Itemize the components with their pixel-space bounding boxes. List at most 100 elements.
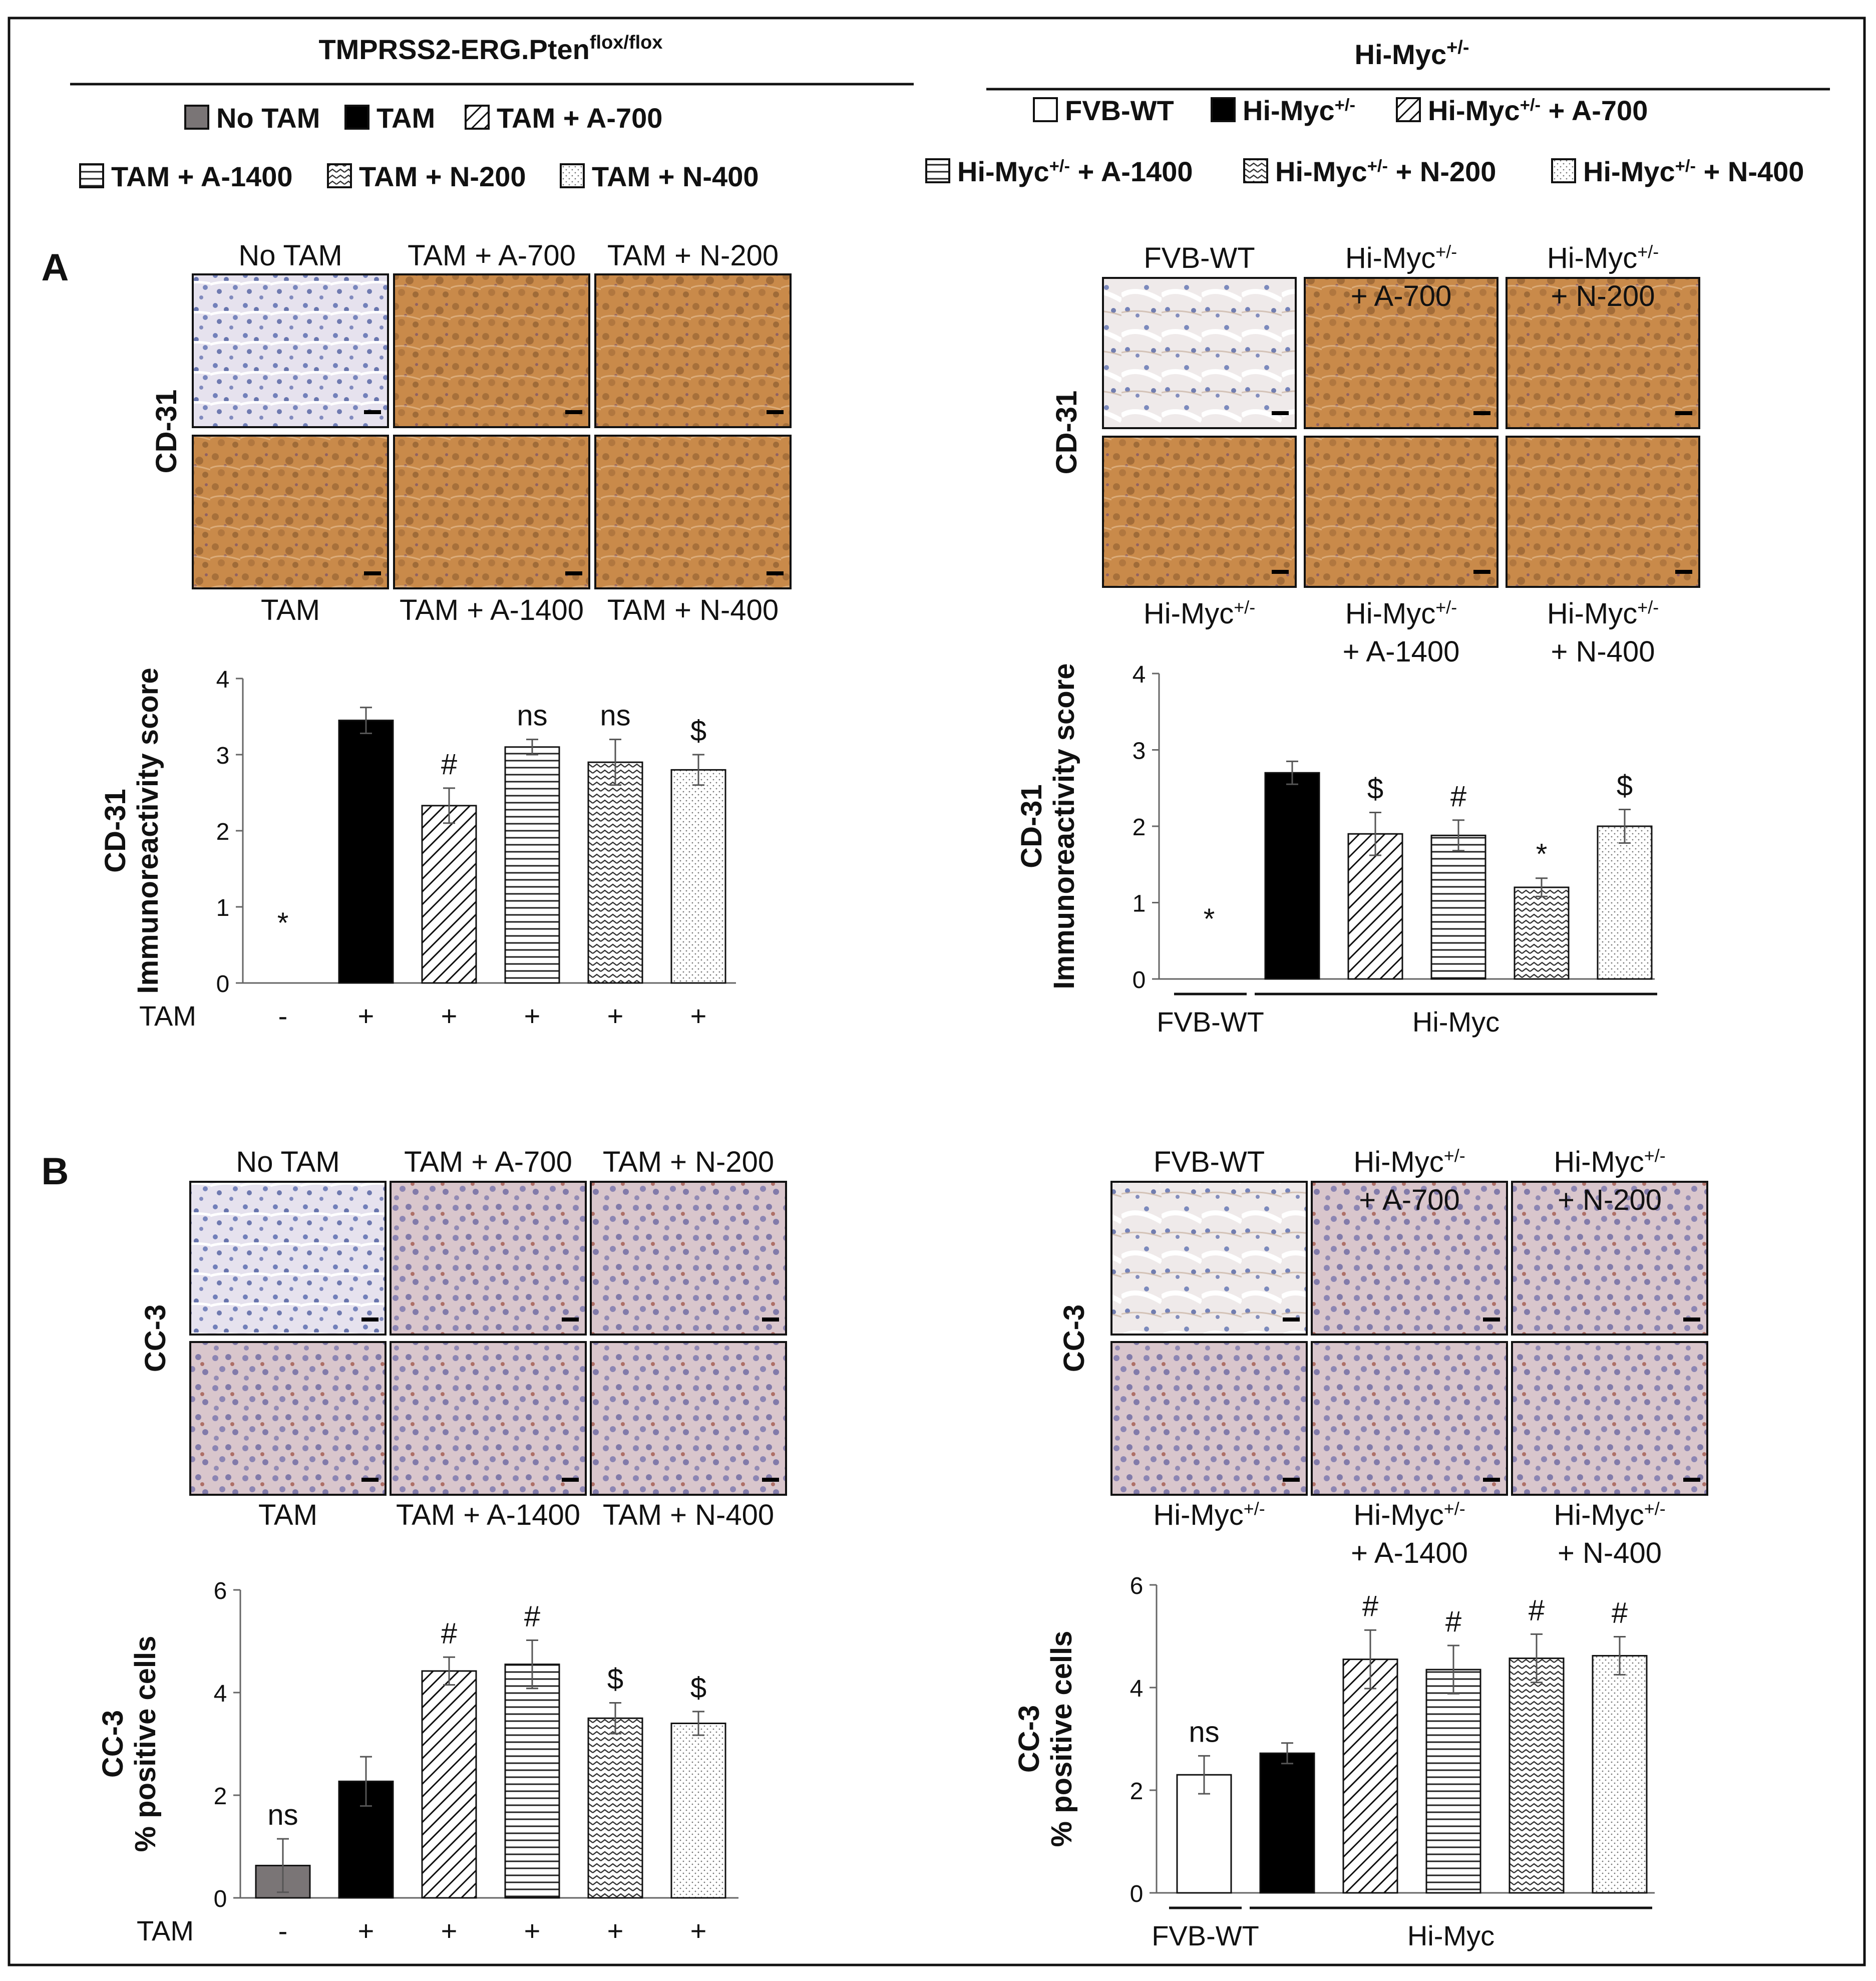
right-legend-row2: Hi-Myc+/- + A-1400 Hi-Myc+/- + N-200 Hi-My…	[925, 156, 1804, 187]
micrographs-A-right: FVB-WT Hi-Myc+/- + A-700 Hi-Myc+/- + N-200 Hi…	[1050, 241, 1700, 668]
bar	[504, 746, 560, 984]
micrograph-image	[1311, 1181, 1508, 1336]
right-panel-header: Hi-Myc+/-	[986, 37, 1830, 91]
micrograph-bottom-label: + N-400	[1558, 1537, 1662, 1569]
micrograph-image	[393, 435, 590, 589]
y-tick-label: 1	[1133, 891, 1146, 917]
micrograph-image	[1506, 436, 1700, 588]
significance-mark: $	[1617, 769, 1633, 802]
tam-sign: -	[278, 1000, 288, 1032]
scale-bar	[562, 1317, 579, 1322]
legend-label: FVB-WT	[1065, 95, 1174, 126]
scale-bar	[364, 571, 381, 575]
micrograph-top-label: TAM + A-700	[404, 1146, 572, 1178]
x-axis-prefix: TAM	[139, 1000, 196, 1032]
tam-sign: +	[524, 1915, 541, 1946]
legend-swatch-diag	[465, 105, 490, 130]
micrograph-top-label: + N-200	[1558, 1184, 1662, 1216]
micrograph-image	[1110, 1341, 1308, 1496]
legend-label: Hi-Myc+/- + N-400	[1583, 156, 1804, 187]
significance-mark: *	[1204, 903, 1215, 935]
y-tick-label: 4	[214, 1681, 227, 1707]
micrograph-top-label: FVB-WT	[1144, 242, 1255, 274]
micrograph-bottom-label: Hi-Myc+/-	[1547, 597, 1659, 630]
y-tick-label: 4	[1133, 662, 1146, 688]
significance-mark: #	[1612, 1597, 1628, 1629]
scale-bar	[361, 1317, 379, 1322]
y-tick-label: 6	[214, 1578, 227, 1604]
tam-sign: +	[524, 1000, 541, 1032]
bar	[1592, 1655, 1648, 1894]
section-label-b: B	[42, 1150, 69, 1193]
y-tick-label: 4	[1130, 1676, 1144, 1702]
scale-bar	[1483, 1478, 1500, 1482]
micrograph-image	[390, 1341, 587, 1496]
micrograph-image	[192, 435, 389, 589]
tam-sign: +	[690, 1000, 707, 1032]
micrograph-image	[1311, 1341, 1508, 1496]
left-panel-header: TMPRSS2-ERG.Ptenflox/flox	[70, 32, 914, 86]
right-panel-header-title: Hi-Myc+/-	[1355, 37, 1469, 70]
micrograph-image	[1110, 1181, 1308, 1336]
scale-bar	[1675, 570, 1692, 574]
figure-border	[8, 17, 1866, 1966]
legend-swatch-horiz	[79, 163, 104, 188]
significance-mark: $	[690, 1672, 706, 1704]
legend-swatch-gray	[184, 105, 209, 130]
bar	[587, 761, 643, 984]
tam-sign: +	[607, 1000, 624, 1032]
bar	[1430, 834, 1486, 980]
chart-A-left: 0 1 2 3 4 CD-31 Immunoreactivity score * - + # + ns +…	[99, 667, 736, 1032]
tam-sign: +	[358, 1915, 374, 1946]
scale-bar	[562, 1478, 579, 1482]
scale-bar	[1483, 1317, 1500, 1322]
significance-mark: $	[1367, 773, 1383, 805]
scale-bar	[1675, 411, 1692, 415]
micrographs-A-left: No TAM TAM + A-700 TAM + N-200 TAM TAM + A-1…	[150, 239, 792, 626]
scale-bar	[361, 1478, 379, 1482]
legend-swatch-diag	[1396, 97, 1421, 122]
y-tick-label: 3	[1133, 738, 1146, 765]
micrograph-image	[189, 1341, 387, 1496]
y-axis-label: CC-3	[97, 1710, 129, 1778]
y-axis-label: Immunoreactivity score	[132, 668, 164, 994]
x-axis-prefix: TAM	[137, 1915, 194, 1946]
micrograph-image	[390, 1181, 587, 1336]
micrograph-image	[1304, 436, 1498, 588]
scale-bar	[762, 1317, 779, 1322]
y-axis-label: % positive cells	[1045, 1631, 1078, 1847]
significance-mark: #	[1362, 1590, 1378, 1622]
stain-label: CD-31	[1050, 391, 1083, 475]
bar	[587, 1717, 643, 1899]
y-tick-label: 2	[1133, 814, 1146, 841]
bar	[1264, 772, 1320, 980]
stain-label: CC-3	[1058, 1304, 1090, 1372]
micrograph-image	[1511, 1341, 1708, 1496]
significance-mark: #	[1529, 1594, 1545, 1626]
scale-bar	[1283, 1478, 1300, 1482]
micrograph-image	[192, 273, 389, 428]
significance-mark: #	[441, 1617, 457, 1649]
micrograph-top-label: No TAM	[238, 239, 342, 272]
y-tick-label: 0	[214, 1886, 227, 1912]
scale-bar	[762, 1478, 779, 1482]
bar	[1509, 1658, 1565, 1894]
tam-sign: +	[441, 1000, 458, 1032]
group-label: FVB-WT	[1152, 1920, 1259, 1951]
micrograph-bottom-label: Hi-Myc+/-	[1353, 1498, 1465, 1532]
micrograph-bottom-label: TAM + N-400	[603, 1499, 774, 1531]
legend-label: TAM + A-1400	[111, 161, 293, 192]
legend-swatch-dots	[1551, 158, 1576, 183]
bar	[670, 1723, 726, 1899]
scale-bar	[1473, 570, 1490, 574]
micrograph-top-label: FVB-WT	[1154, 1146, 1265, 1178]
micrograph-bottom-label: TAM	[261, 594, 320, 626]
left-panel-header-title: TMPRSS2-ERG.Ptenflox/flox	[318, 32, 662, 65]
chart-B-right: 0 2 4 6 CC-3% positive cells ns # # # # FVB-WT Hi-M…	[1013, 1573, 1655, 1951]
micrograph-top-label: + N-200	[1551, 280, 1655, 312]
group-label: FVB-WT	[1157, 1006, 1264, 1038]
micrograph-bottom-label: Hi-Myc+/-	[1144, 597, 1255, 630]
legend-swatch-wave	[327, 163, 352, 188]
chart-A-right: 0 1 2 3 4 CD-31 Immunoreactivity score * $ # * $ FVB…	[1015, 662, 1657, 1038]
micrograph-image	[594, 435, 792, 589]
